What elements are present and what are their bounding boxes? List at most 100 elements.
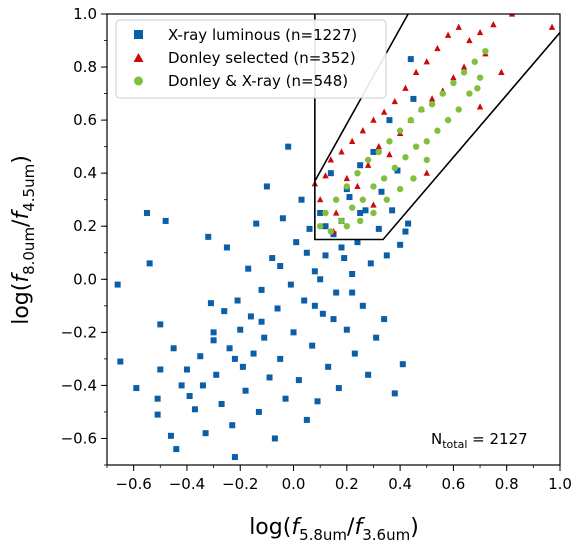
x-tick-label: −0.4 [169,475,205,493]
donley-point [444,31,452,38]
donley-point [434,44,441,52]
x-tick-label: 0.2 [335,475,359,493]
donley-xray-point [423,138,430,145]
xray-point [346,194,353,201]
xray-point [117,358,124,365]
xray-point [311,268,318,275]
xray-point [399,361,406,368]
donley-xray-point [455,106,462,113]
donley-point [332,209,340,216]
donley-xray-point [348,204,356,211]
donley-xray-point [428,101,436,108]
donley-xray-point [444,116,452,124]
xray-point [242,387,249,394]
donley-xray-point [410,175,417,182]
xray-point [349,289,356,296]
xray-point [322,252,329,259]
xray-point [338,244,345,251]
legend-marker-xray [134,30,143,39]
xray-point [277,355,284,362]
xray-point [133,385,140,392]
xray-point [255,408,262,415]
xray-point [199,382,206,389]
xray-point [410,95,417,102]
xray-point [335,385,342,392]
x-tick-label: −0.2 [222,475,258,493]
donley-xray-point [338,217,345,225]
donley-point [375,143,382,150]
xray-point [245,265,252,272]
donley-xray-point [434,127,441,134]
donley-xray-point [423,156,430,164]
xray-point [301,297,308,304]
xray-point [226,345,233,352]
xray-point [303,249,310,256]
axes: −0.6 −0.4 −0.2 0.0 0.2 0.4 0.6 0.8 1.0 −0.6 −0.4 −0… [61,5,572,493]
xray-point [330,316,337,323]
donley-point [386,151,393,158]
xray-point [285,143,292,150]
xray-point [178,382,185,389]
donley-xray-point [474,85,481,92]
donley-xray-point [466,90,473,97]
xray-point [213,371,220,378]
xray-point [389,207,396,214]
donley-xray-point [482,47,489,55]
donley-xray-point [343,223,351,230]
xray-point [218,400,225,407]
xray-point [250,350,257,357]
xray-point [378,188,385,195]
donley-point [490,21,497,28]
xray-point [154,411,161,418]
donley-xray-point [471,58,478,65]
donley-point [460,63,468,70]
xray-point [266,374,273,381]
donley-xray-point [460,69,468,76]
xray-point [341,255,348,262]
x-axis-label: log(f5.8um/f3.6um) [249,515,419,544]
xray-point [309,342,316,349]
xray-point [197,353,204,360]
donley-xray-point [359,196,367,203]
xray-point [402,228,409,235]
xray-point [354,239,361,246]
xray-point [381,316,388,323]
donley-point [370,116,377,123]
donley-xray-point [370,183,377,190]
donley-xray-point [439,90,446,97]
xray-point [322,223,329,230]
x-tick-label: 0.6 [441,475,465,493]
y-tick-label: −0.6 [61,429,97,447]
donley-point [428,95,436,102]
xray-point [290,329,297,336]
xray-point [202,430,209,437]
donley-point [380,108,388,115]
xray-point [333,289,340,296]
donley-xray-point [327,228,335,235]
x-tick-label: 1.0 [548,475,572,493]
xray-point [375,225,382,232]
y-tick-label: 1.0 [73,5,97,23]
xray-point [191,406,198,413]
donley-point [450,74,457,81]
donley-xray-point [354,169,361,177]
xray-point [205,233,212,240]
xray-point [253,220,260,227]
xray-point [349,270,356,277]
donley-xray-point [396,127,404,134]
xray-point [114,281,121,288]
xray-point [362,207,369,214]
xray-point [221,308,228,315]
xray-point [365,371,372,378]
donley-point [455,23,462,30]
donley-point [508,14,516,17]
xray-point [295,377,302,384]
xray-point [351,350,358,357]
xray-point [287,281,294,288]
x-tick-label: 0.4 [388,475,412,493]
xray-point [157,366,164,373]
donley-point [364,161,372,168]
donley-point [391,97,398,105]
xray-point [223,244,230,251]
